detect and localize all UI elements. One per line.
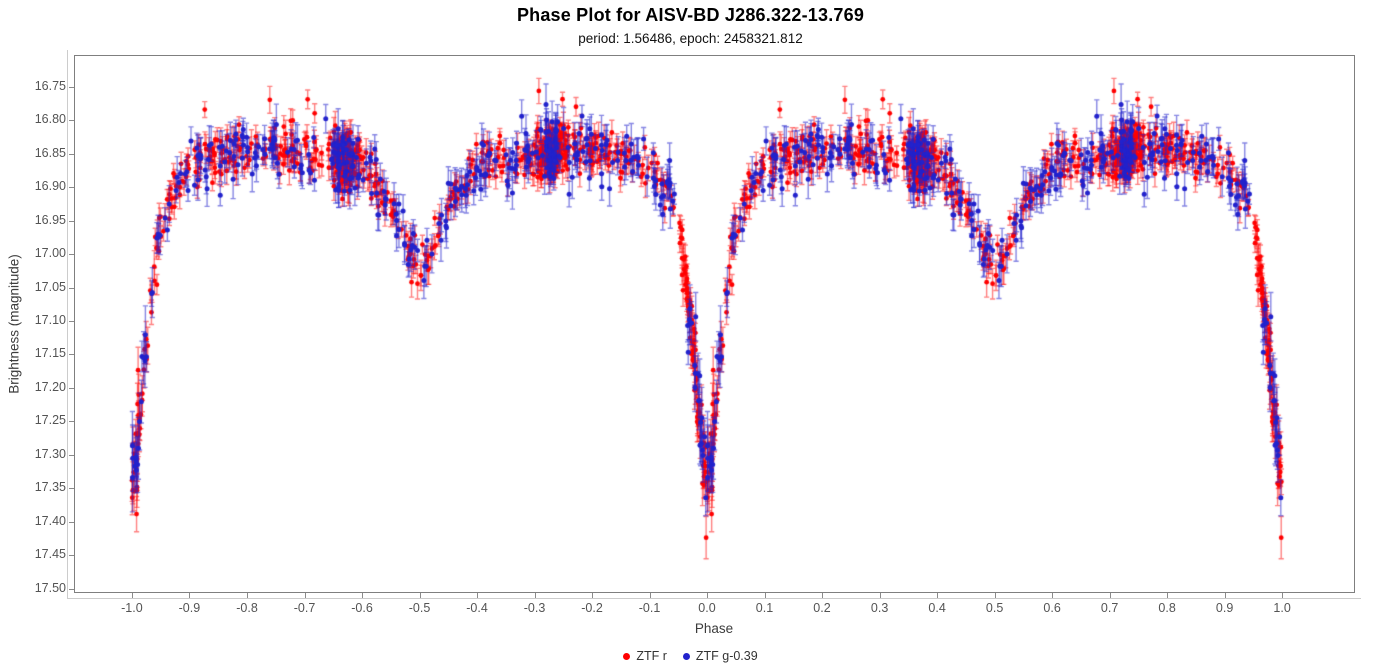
x-tick-mark — [534, 593, 536, 598]
x-tick-mark — [362, 593, 363, 598]
axis-shadow-bottom — [67, 598, 1361, 599]
y-tick-mark — [69, 454, 74, 456]
y-tick-label: 16.75 — [34, 78, 66, 93]
x-tick-label: 0.4 — [928, 601, 946, 615]
legend-item-ztf-g-0-39: ZTF g-0.39 — [682, 649, 758, 663]
y-tick-label: 17.35 — [34, 480, 66, 495]
x-tick-label: -1.0 — [121, 601, 143, 615]
y-tick-label: 17.20 — [34, 379, 66, 394]
y-tick-label: 16.95 — [34, 212, 66, 227]
x-tick-label: -0.4 — [466, 601, 488, 615]
x-tick-mark — [419, 593, 421, 598]
x-tick-label: 0.8 — [1158, 601, 1176, 615]
x-tick-mark — [304, 593, 306, 598]
y-tick-label: 17.00 — [34, 246, 66, 261]
x-tick-label: 0.2 — [813, 601, 831, 615]
x-tick-label: 0.6 — [1043, 601, 1061, 615]
y-tick-mark — [69, 220, 74, 222]
y-tick-label: 17.45 — [34, 547, 66, 562]
x-tick-mark — [994, 593, 996, 598]
x-tick-label: 0.1 — [755, 601, 774, 615]
y-tick-label: 16.85 — [34, 145, 66, 160]
x-tick-label: 0.3 — [870, 601, 889, 615]
x-axis-label: Phase — [694, 621, 734, 636]
x-tick-mark — [247, 593, 248, 598]
y-tick-label: 17.05 — [34, 279, 66, 294]
y-tick-mark — [69, 555, 74, 557]
x-tick-mark — [822, 593, 823, 598]
y-tick-mark — [69, 254, 74, 256]
x-tick-mark — [1109, 593, 1111, 598]
y-tick-label: 16.90 — [34, 179, 66, 194]
x-tick-mark — [189, 593, 191, 598]
x-tick-label: 1.0 — [1273, 601, 1291, 615]
y-tick-mark — [69, 321, 74, 322]
x-tick-label: 0.5 — [985, 601, 1004, 615]
y-tick-mark — [69, 120, 74, 122]
x-tick-label: -0.8 — [236, 601, 258, 615]
y-tick-label: 17.50 — [34, 580, 66, 595]
legend: ZTF r ZTF g-0.39 — [0, 646, 1381, 666]
x-tick-mark — [592, 593, 593, 598]
chart-subtitle: period: 1.56486, epoch: 2458321.812 — [578, 31, 803, 46]
x-tick-mark — [937, 593, 939, 598]
x-tick-label: -0.3 — [523, 601, 546, 615]
x-tick-mark — [649, 593, 651, 598]
y-tick-mark — [69, 387, 74, 389]
legend-marker-icon — [623, 652, 631, 660]
x-tick-label: -0.7 — [293, 601, 316, 615]
y-tick-label: 17.30 — [34, 446, 66, 461]
y-tick-mark — [69, 588, 74, 590]
y-tick-mark — [69, 354, 74, 356]
chart-title: Phase Plot for AISV-BD J286.322-13.769 — [516, 5, 865, 25]
y-tick-label: 17.15 — [34, 346, 66, 361]
legend-label: ZTF r — [636, 649, 667, 663]
x-tick-mark — [1224, 593, 1226, 598]
scatter-canvas[interactable] — [75, 56, 1354, 592]
y-tick-mark — [69, 521, 74, 523]
x-tick-label: 0.9 — [1215, 601, 1234, 615]
y-tick-label: 16.80 — [34, 112, 66, 127]
y-axis-label: Brightness (magnitude) — [6, 254, 22, 394]
y-tick-mark — [69, 488, 74, 490]
y-tick-label: 17.10 — [34, 313, 66, 327]
x-tick-mark — [477, 593, 478, 598]
legend-item-ztf-r: ZTF r — [623, 649, 667, 663]
y-tick-mark — [69, 187, 74, 189]
x-tick-label: -0.2 — [581, 601, 603, 615]
y-tick-mark — [69, 86, 74, 88]
y-tick-mark — [69, 153, 74, 155]
x-tick-label: -0.6 — [351, 601, 373, 615]
legend-label: ZTF g-0.39 — [695, 649, 758, 663]
y-tick-mark — [69, 421, 74, 423]
plot-area[interactable] — [74, 55, 1355, 593]
x-tick-label: 0.7 — [1100, 601, 1119, 615]
y-tick-label: 17.40 — [34, 513, 66, 528]
x-tick-label: -0.5 — [408, 601, 431, 615]
legend-marker-icon — [682, 652, 690, 660]
x-tick-mark — [764, 593, 766, 598]
y-tick-mark — [69, 287, 74, 289]
x-tick-mark — [1282, 593, 1284, 598]
x-tick-mark — [131, 593, 133, 598]
axis-shadow-left — [67, 50, 68, 599]
x-tick-label: 0.0 — [698, 601, 716, 615]
x-tick-label: -0.1 — [638, 601, 661, 615]
x-tick-mark — [1167, 593, 1169, 598]
x-tick-mark — [879, 593, 881, 598]
x-tick-label: -0.9 — [178, 601, 201, 615]
x-tick-mark — [1052, 593, 1054, 598]
y-tick-label: 17.25 — [34, 413, 66, 428]
x-tick-mark — [707, 593, 708, 598]
